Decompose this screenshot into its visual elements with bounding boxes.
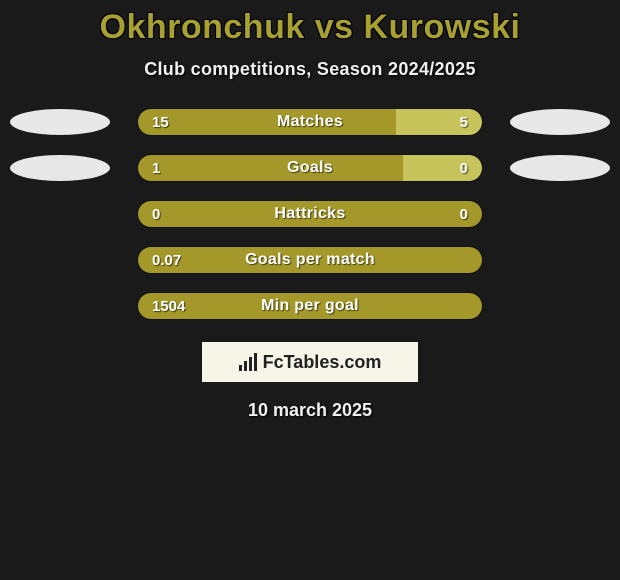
stat-row: Goals per match0.07 [0,246,620,274]
stat-row: Hattricks00 [0,200,620,228]
stat-label: Hattricks [274,205,345,223]
brand-box: FcTables.com [202,342,418,382]
date-label: 10 march 2025 [0,400,620,421]
player-marker-right [510,155,610,181]
stat-bar: Goals per match0.07 [137,246,483,274]
player-marker-left [10,109,110,135]
stat-rows: Matches155 Goals10 Hattricks00 Goals per ma… [0,108,620,320]
stat-bar: Goals10 [137,154,483,182]
bar-segment-right [403,155,482,181]
page-title: Okhronchuk vs Kurowski [0,8,620,47]
stat-bar: Hattricks00 [137,200,483,228]
bar-segment-left [138,155,403,181]
bar-chart-icon [239,353,257,371]
stat-label: Goals [287,159,333,177]
stat-row: Min per goal1504 [0,292,620,320]
brand-text: FcTables.com [263,352,382,373]
bar-segment-right [396,109,482,135]
stat-bar: Min per goal1504 [137,292,483,320]
stat-row: Goals10 [0,154,620,182]
subtitle: Club competitions, Season 2024/2025 [0,59,620,80]
stat-bar: Matches155 [137,108,483,136]
stat-label: Min per goal [261,297,359,315]
player-marker-left [10,155,110,181]
bar-segment-left [138,109,396,135]
player-marker-right [510,109,610,135]
comparison-card: Okhronchuk vs Kurowski Club competitions… [0,0,620,421]
stat-label: Goals per match [245,251,375,269]
stat-row: Matches155 [0,108,620,136]
stat-label: Matches [277,113,343,131]
